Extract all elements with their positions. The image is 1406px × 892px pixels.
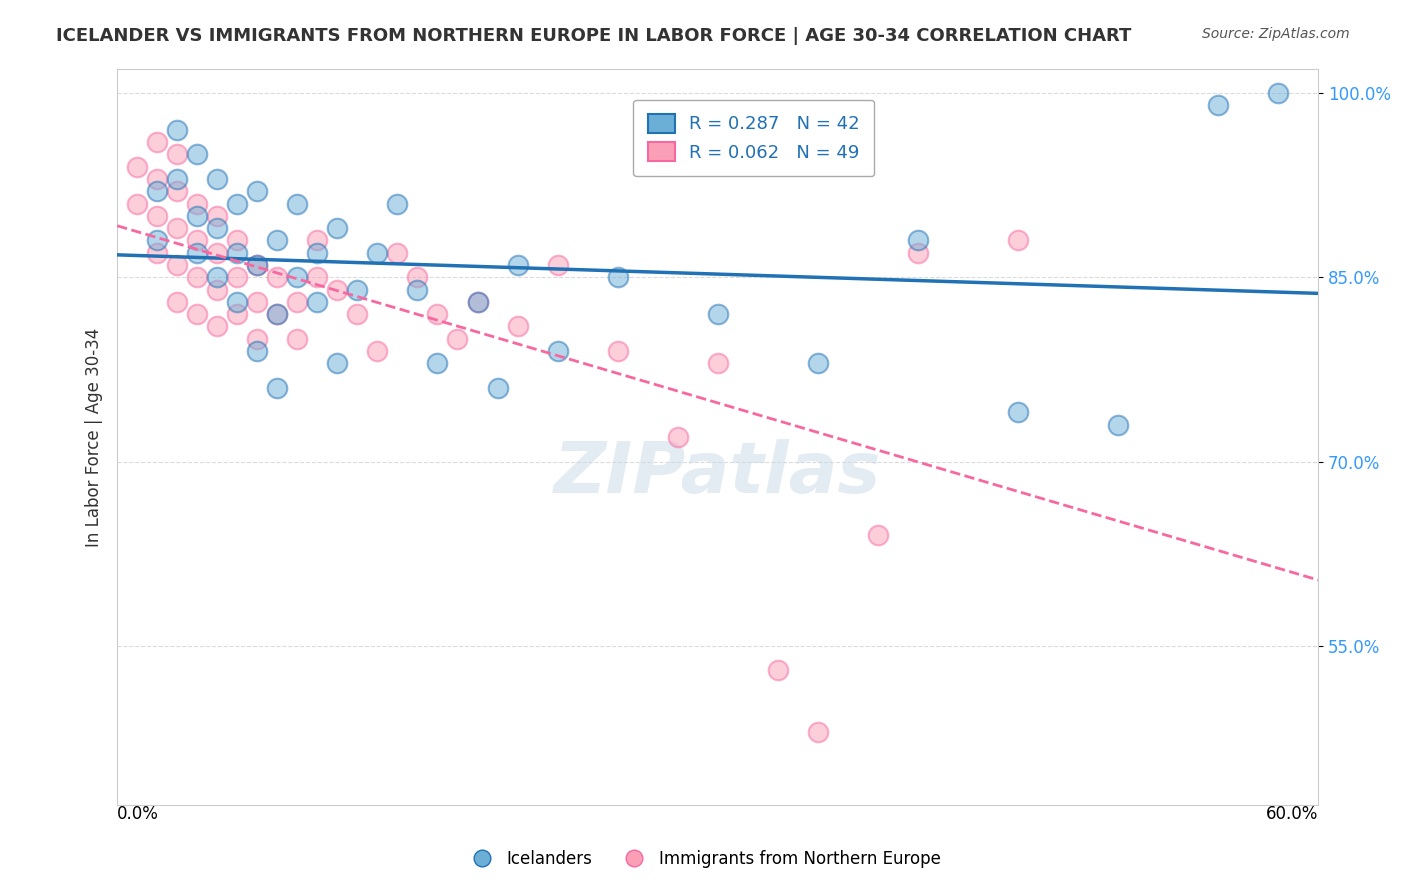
Point (246, 185, 269, 199)
Point (326, 356, 349, 370)
Point (186, 196, 208, 211)
Point (387, 245, 409, 260)
Point (146, 234, 169, 248)
Point (166, 185, 188, 199)
Point (266, 307, 288, 321)
Point (326, 283, 349, 297)
Point (207, 221, 229, 235)
Point (307, 245, 329, 260)
Point (406, 283, 429, 297)
Point (406, 270, 429, 285)
Point (246, 294, 269, 309)
Point (186, 147, 208, 161)
Point (387, 196, 409, 211)
Point (866, 528, 889, 542)
Point (186, 245, 208, 260)
Point (127, 160, 149, 174)
Y-axis label: In Labor Force | Age 30-34: In Labor Force | Age 30-34 (86, 327, 103, 547)
Point (186, 307, 208, 321)
Point (366, 344, 388, 359)
Point (246, 258, 269, 272)
Point (285, 270, 308, 285)
Point (547, 344, 569, 359)
Point (1267, 86, 1289, 100)
Point (166, 147, 188, 161)
Point (246, 332, 269, 346)
Point (207, 270, 229, 285)
Point (346, 283, 368, 297)
Point (467, 294, 489, 309)
Point (226, 245, 249, 260)
Text: ZIPatlas: ZIPatlas (554, 440, 882, 508)
Point (606, 270, 628, 285)
Point (266, 307, 288, 321)
Point (207, 319, 229, 334)
Point (486, 381, 509, 395)
Point (266, 270, 288, 285)
Text: 60.0%: 60.0% (1265, 805, 1319, 823)
Point (706, 307, 728, 321)
Point (146, 209, 169, 223)
Point (146, 135, 169, 149)
Point (1107, 417, 1129, 432)
Point (346, 307, 368, 321)
Point (807, 356, 830, 370)
Point (226, 234, 249, 248)
Point (146, 245, 169, 260)
Text: Source: ZipAtlas.com: Source: ZipAtlas.com (1202, 27, 1350, 41)
Point (766, 664, 789, 678)
Legend: Icelanders, Immigrants from Northern Europe: Icelanders, Immigrants from Northern Eur… (458, 844, 948, 875)
Text: ICELANDER VS IMMIGRANTS FROM NORTHERN EUROPE IN LABOR FORCE | AGE 30-34 CORRELAT: ICELANDER VS IMMIGRANTS FROM NORTHERN EU… (56, 27, 1132, 45)
Point (285, 196, 308, 211)
Point (1206, 98, 1229, 112)
Point (907, 234, 929, 248)
Point (266, 381, 288, 395)
Point (166, 221, 188, 235)
Point (226, 196, 249, 211)
Point (506, 319, 529, 334)
Point (1007, 234, 1029, 248)
Point (426, 356, 449, 370)
Point (166, 172, 188, 186)
Point (226, 270, 249, 285)
Point (606, 344, 628, 359)
Point (246, 258, 269, 272)
Point (127, 196, 149, 211)
Point (467, 294, 489, 309)
Point (666, 430, 689, 444)
Point (326, 221, 349, 235)
Point (266, 234, 288, 248)
Point (166, 294, 188, 309)
Point (307, 270, 329, 285)
Point (186, 270, 208, 285)
Point (207, 245, 229, 260)
Point (166, 258, 188, 272)
Point (307, 294, 329, 309)
Point (186, 234, 208, 248)
Point (246, 344, 269, 359)
Point (207, 172, 229, 186)
Point (285, 332, 308, 346)
Point (186, 209, 208, 223)
Point (807, 724, 830, 739)
Point (207, 209, 229, 223)
Point (166, 123, 188, 137)
Point (547, 258, 569, 272)
Point (1007, 405, 1029, 419)
Point (226, 307, 249, 321)
Point (226, 294, 249, 309)
Point (446, 332, 468, 346)
Text: 0.0%: 0.0% (117, 805, 159, 823)
Point (285, 294, 308, 309)
Point (706, 356, 728, 370)
Point (366, 245, 388, 260)
Point (307, 234, 329, 248)
Point (907, 245, 929, 260)
Point (426, 307, 449, 321)
Legend: R = 0.287   N = 42, R = 0.062   N = 49: R = 0.287 N = 42, R = 0.062 N = 49 (633, 100, 875, 177)
Point (146, 185, 169, 199)
Point (146, 172, 169, 186)
Point (207, 283, 229, 297)
Point (506, 258, 529, 272)
